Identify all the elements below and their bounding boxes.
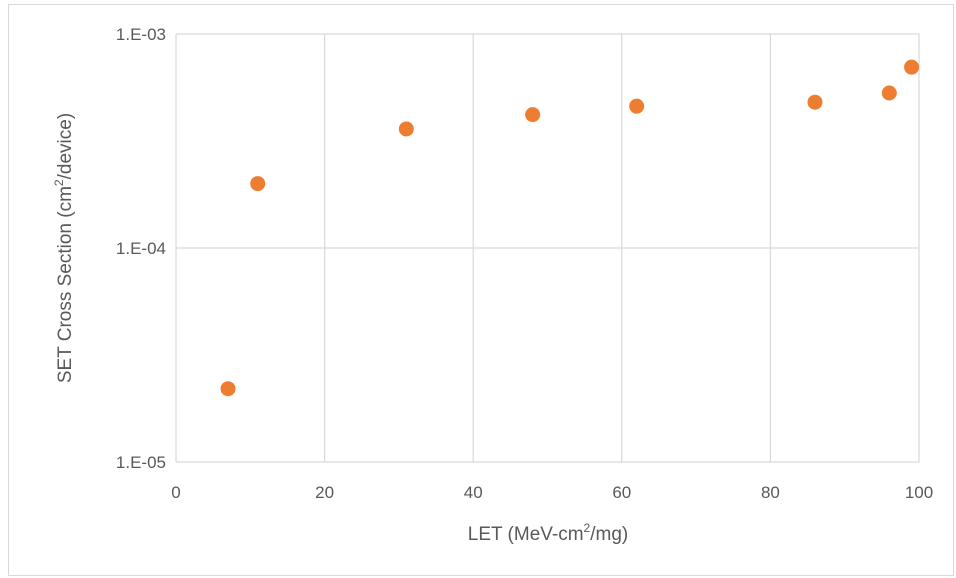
- x-tick-label: 100: [905, 483, 933, 502]
- data-point: [629, 98, 645, 114]
- x-tick-label: 80: [761, 483, 780, 502]
- x-tick-label: 20: [315, 483, 334, 502]
- grid: [175, 33, 920, 463]
- data-point: [904, 59, 920, 75]
- x-tick-label: 60: [612, 483, 631, 502]
- data-point: [250, 176, 266, 192]
- y-tick-label: 1.E-04: [116, 239, 166, 258]
- x-tick-label: 40: [464, 483, 483, 502]
- data-point: [807, 94, 823, 110]
- y-tick-label: 1.E-05: [116, 453, 166, 472]
- x-axis-title: LET (MeV-cm2/mg): [468, 521, 628, 545]
- y-tick-label: 1.E-03: [116, 25, 166, 44]
- y-tick-labels: 1.E-05 1.E-04 1.E-03: [116, 25, 166, 472]
- chart-frame: [8, 4, 954, 576]
- data-point: [525, 107, 541, 123]
- y-axis-title: SET Cross Section (cm2/device): [52, 113, 76, 383]
- data-point: [881, 85, 897, 101]
- data-points: [220, 59, 920, 397]
- data-point: [398, 121, 414, 137]
- data-point: [220, 381, 236, 397]
- x-tick-labels: 0 20 40 60 80 100: [171, 483, 933, 502]
- x-tick-label: 0: [171, 483, 180, 502]
